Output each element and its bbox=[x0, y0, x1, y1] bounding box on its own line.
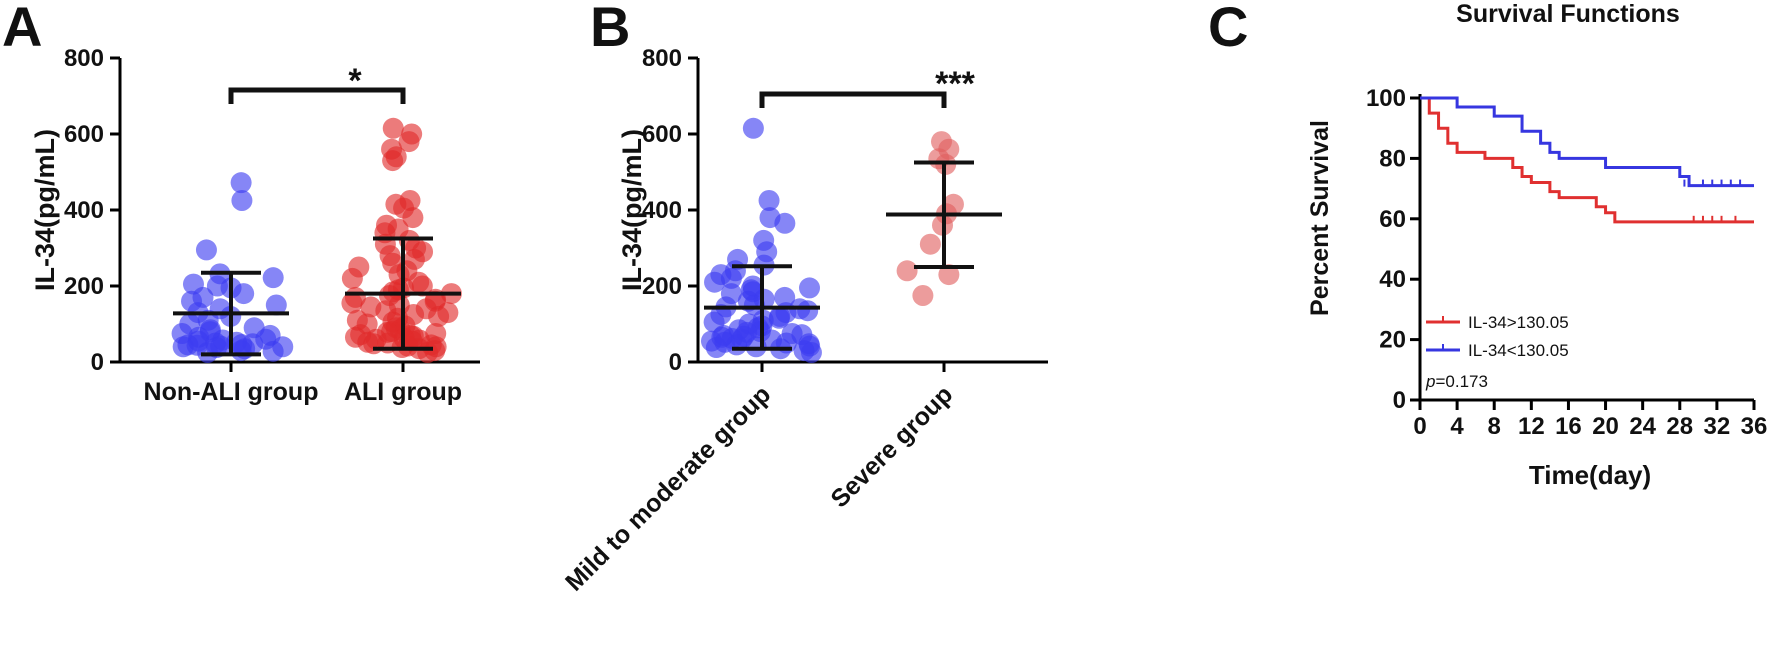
x-tick-label: 0 bbox=[1413, 413, 1426, 440]
data-point bbox=[411, 275, 433, 297]
data-point bbox=[402, 207, 424, 229]
x-tick-label: 12 bbox=[1518, 413, 1545, 440]
y-tick-label: 400 bbox=[64, 197, 104, 224]
x-category-label: Non-ALI group bbox=[144, 378, 319, 406]
x-category-label: ALI group bbox=[344, 378, 462, 406]
x-category-label: Severe group bbox=[825, 380, 958, 513]
data-point bbox=[742, 117, 764, 139]
significance-label-a: * bbox=[348, 62, 362, 100]
y-tick-label: 0 bbox=[669, 349, 682, 376]
data-point bbox=[341, 292, 363, 314]
chart-panel-a: IL-34(pg/mL) * 0 200 400 600 800 Non-ALI grou… bbox=[30, 45, 480, 406]
data-point bbox=[230, 340, 252, 362]
data-point bbox=[230, 172, 252, 194]
y-tick-label: 0 bbox=[1393, 387, 1406, 414]
chart-panel-c: Survival Functions Percent Survival Time… bbox=[1306, 0, 1767, 490]
data-point bbox=[195, 239, 217, 261]
data-point bbox=[758, 190, 780, 211]
data-point bbox=[382, 150, 404, 172]
data-point bbox=[912, 285, 934, 306]
data-point bbox=[799, 277, 821, 299]
y-axis-title-c: Percent Survival bbox=[1306, 120, 1334, 316]
data-point bbox=[341, 267, 363, 289]
significance-bracket bbox=[228, 87, 406, 104]
data-point bbox=[363, 333, 385, 355]
survival-curve bbox=[1420, 96, 1754, 188]
data-point bbox=[172, 336, 194, 358]
p-value-number: =0.173 bbox=[1435, 372, 1487, 391]
data-point bbox=[398, 131, 420, 153]
significance-bracket bbox=[759, 91, 947, 108]
survival-curve bbox=[1420, 96, 1754, 224]
y-tick-label: 400 bbox=[642, 197, 682, 224]
legend-label-red: IL-34>130.05 bbox=[1468, 313, 1569, 332]
data-point bbox=[797, 300, 819, 322]
x-tick-label: 16 bbox=[1555, 413, 1582, 440]
legend-label-blue: IL-34<130.05 bbox=[1468, 341, 1569, 360]
data-point bbox=[262, 340, 284, 362]
y-tick-label: 20 bbox=[1379, 327, 1406, 354]
y-tick-label: 200 bbox=[642, 273, 682, 300]
data-point bbox=[233, 283, 255, 305]
panel-label-b: B bbox=[590, 0, 630, 58]
data-point bbox=[231, 190, 253, 211]
data-point bbox=[774, 286, 796, 308]
panel-label-a: A bbox=[2, 0, 42, 58]
y-tick-label: 800 bbox=[64, 45, 104, 72]
data-point bbox=[938, 264, 960, 286]
data-point bbox=[428, 305, 450, 327]
data-point bbox=[265, 294, 287, 316]
y-tick-label: 60 bbox=[1379, 206, 1406, 233]
x-tick-label: 20 bbox=[1592, 413, 1619, 440]
x-tick-label: 4 bbox=[1450, 413, 1464, 440]
chart-panel-b: IL-34(pg/mL) *** 0 200 400 600 800 Mild to mo… bbox=[560, 45, 1048, 597]
x-tick-label: 8 bbox=[1488, 413, 1501, 440]
p-value-annotation: p=0.173 bbox=[1425, 372, 1488, 391]
y-axis-title-b: IL-34(pg/mL) bbox=[617, 129, 647, 291]
data-point bbox=[705, 337, 727, 359]
data-point bbox=[262, 267, 284, 289]
y-tick-label: 800 bbox=[642, 45, 682, 72]
data-point bbox=[774, 212, 796, 234]
p-value-symbol: p bbox=[1425, 372, 1435, 391]
x-category-label: Mild to moderate group bbox=[560, 380, 776, 596]
data-point bbox=[382, 117, 404, 139]
data-point bbox=[726, 334, 748, 356]
x-tick-label: 28 bbox=[1666, 413, 1693, 440]
y-tick-label: 0 bbox=[91, 349, 104, 376]
data-point bbox=[743, 294, 765, 316]
x-tick-label: 24 bbox=[1629, 413, 1656, 440]
data-point bbox=[768, 307, 790, 329]
y-axis-title-a: IL-34(pg/mL) bbox=[30, 129, 60, 291]
panel-label-c: C bbox=[1208, 0, 1248, 58]
y-tick-label: 100 bbox=[1366, 85, 1406, 112]
y-tick-label: 200 bbox=[64, 273, 104, 300]
y-tick-label: 40 bbox=[1379, 266, 1406, 293]
data-point bbox=[896, 260, 918, 282]
y-tick-label: 600 bbox=[642, 121, 682, 148]
data-point bbox=[800, 342, 822, 363]
chart-title-c: Survival Functions bbox=[1456, 0, 1680, 28]
x-axis-title-c: Time(day) bbox=[1529, 460, 1651, 490]
x-tick-label: 32 bbox=[1704, 413, 1731, 440]
data-point bbox=[720, 267, 742, 289]
x-tick-label: 36 bbox=[1741, 413, 1768, 440]
significance-label-b: *** bbox=[935, 65, 975, 103]
data-point bbox=[417, 342, 439, 363]
data-point bbox=[704, 271, 726, 293]
y-tick-label: 80 bbox=[1379, 145, 1406, 172]
data-point bbox=[919, 233, 941, 255]
y-tick-label: 600 bbox=[64, 121, 104, 148]
